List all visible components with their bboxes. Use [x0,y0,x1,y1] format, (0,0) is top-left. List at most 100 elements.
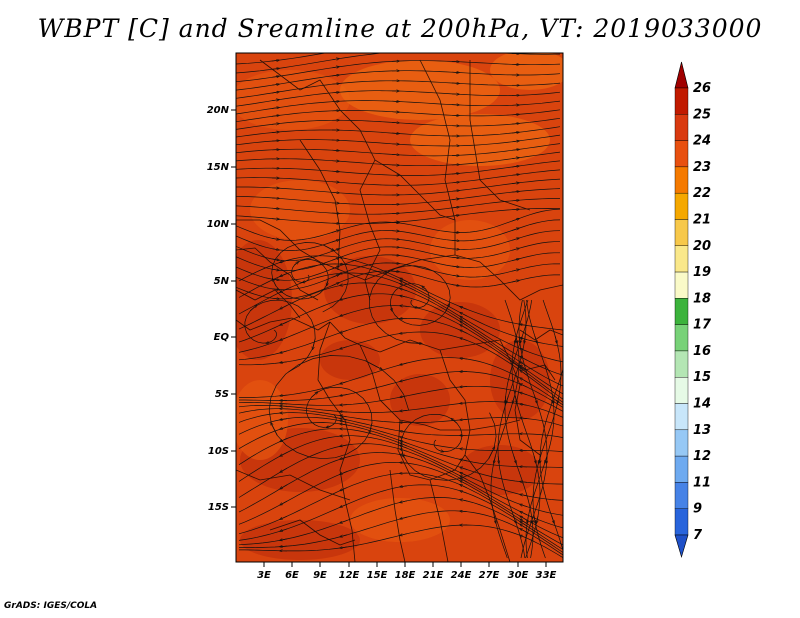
streamline-arrow [281,273,288,276]
streamline-arrow [494,455,495,462]
streamline-arrow [461,491,468,494]
country-border [469,60,531,211]
streamline-arrow [311,393,317,398]
country-border [439,349,471,456]
streamline-arrow [341,445,348,446]
streamline-arrow [488,448,494,459]
streamline-arrow [271,208,278,209]
streamline-arrow [511,150,518,151]
streamline-arrow [281,515,288,519]
colorbar-level-label: 26 [693,81,711,96]
streamline-arrow [273,280,277,287]
streamline-arrow [331,231,338,233]
map-frame [235,52,564,563]
colorbar-box [674,245,689,273]
streamline-arrow [461,468,468,470]
streamline-arrow [511,238,518,241]
streamline-arrow [521,517,528,521]
streamline-arrow [511,175,518,176]
country-border [236,289,301,319]
streamline-arrow [271,100,278,101]
streamline-arrow [498,455,499,462]
lon-tick-label: 33E [536,570,557,581]
streamline-arrow [511,270,518,272]
streamline-arrow [414,307,416,308]
streamline-arrow [511,200,518,201]
wbpt-shade-patch [236,70,350,130]
lat-tick-label: 20N [207,105,230,116]
streamline-arrow [401,431,408,432]
lat-tick-label: 15S [208,502,229,513]
streamline-arrow [401,279,408,282]
streamline-arrow [401,281,408,285]
colorbar-level-label: 24 [693,134,711,149]
streamline-arrow [461,460,468,461]
streamline-arrow [281,452,288,456]
colorbar-level-label: 7 [693,528,703,543]
streamline-arrow [341,421,348,422]
streamline-arrow [341,381,348,384]
streamline-arrow [521,371,528,376]
streamline-arrow [451,285,458,286]
colorbar-level-label: 12 [693,449,711,464]
streamline-arrow [461,403,468,404]
colorbar-level-label: 17 [693,318,712,333]
colorbar-box [674,350,689,378]
streamline-arrow [527,515,528,522]
streamline-arrow [271,141,278,142]
streamline-arrow [401,463,408,464]
lon-tick-label: 21E [423,570,444,581]
streamline-arrow [281,395,288,396]
country-border [299,139,341,271]
streamline-arrow [327,426,332,427]
streamline-arrow [331,59,338,60]
streamline-arrow [281,350,288,353]
country-border [429,479,449,562]
streamline-arrow [511,259,518,262]
streamline-arrow [341,503,348,507]
streamline-arrow [513,515,516,522]
lon-tick-label: 24E [451,570,472,581]
streamline-arrow [511,183,518,184]
lat-tick-label: 10S [208,446,229,457]
country-border [389,469,406,562]
country-border [519,329,563,341]
lon-tick-label: 18E [395,570,416,581]
streamline-arrow [511,219,518,222]
streamline-arrow [451,275,458,276]
streamline-arrow [271,289,278,290]
streamline-arrow [513,455,516,462]
longitude-axis: 3E 6E 9E 12E 15E 18E 21E 24E 27E 30E 33E [257,562,557,581]
streamline [539,300,563,552]
streamline-arrow [324,245,333,250]
streamline-arrow [401,516,408,519]
country-border [479,261,563,301]
streamline-arrow [511,158,518,159]
streamline-arrow [271,92,278,93]
streamline-arrow [271,60,278,61]
colorbar-level-label: 14 [693,397,711,412]
grads-credit: GrADS: IGES/COLA [4,601,98,611]
streamline-arrow [451,266,458,267]
country-border [509,359,556,381]
streamline-arrow [341,534,348,537]
streamline-arrow [331,267,338,270]
streamline-arrow [281,362,288,363]
streamline-arrow [452,419,458,424]
colorbar-level-label: 20 [693,239,711,254]
lon-tick-label: 3E [257,570,271,581]
wbpt-shade-patch [250,180,350,240]
streamline-arrow [519,335,520,342]
streamline-arrow [451,207,458,208]
streamline-arrow [331,240,338,243]
streamline-arrow [401,449,408,452]
streamline-arrow [391,231,398,232]
streamline-arrow [408,343,421,344]
streamline-arrow [451,249,458,250]
streamline-arrow [401,289,408,292]
streamline-arrow [401,379,408,382]
colorbar-level-label: 16 [693,344,711,359]
streamline-arrow [341,520,348,522]
country-border [236,317,331,331]
